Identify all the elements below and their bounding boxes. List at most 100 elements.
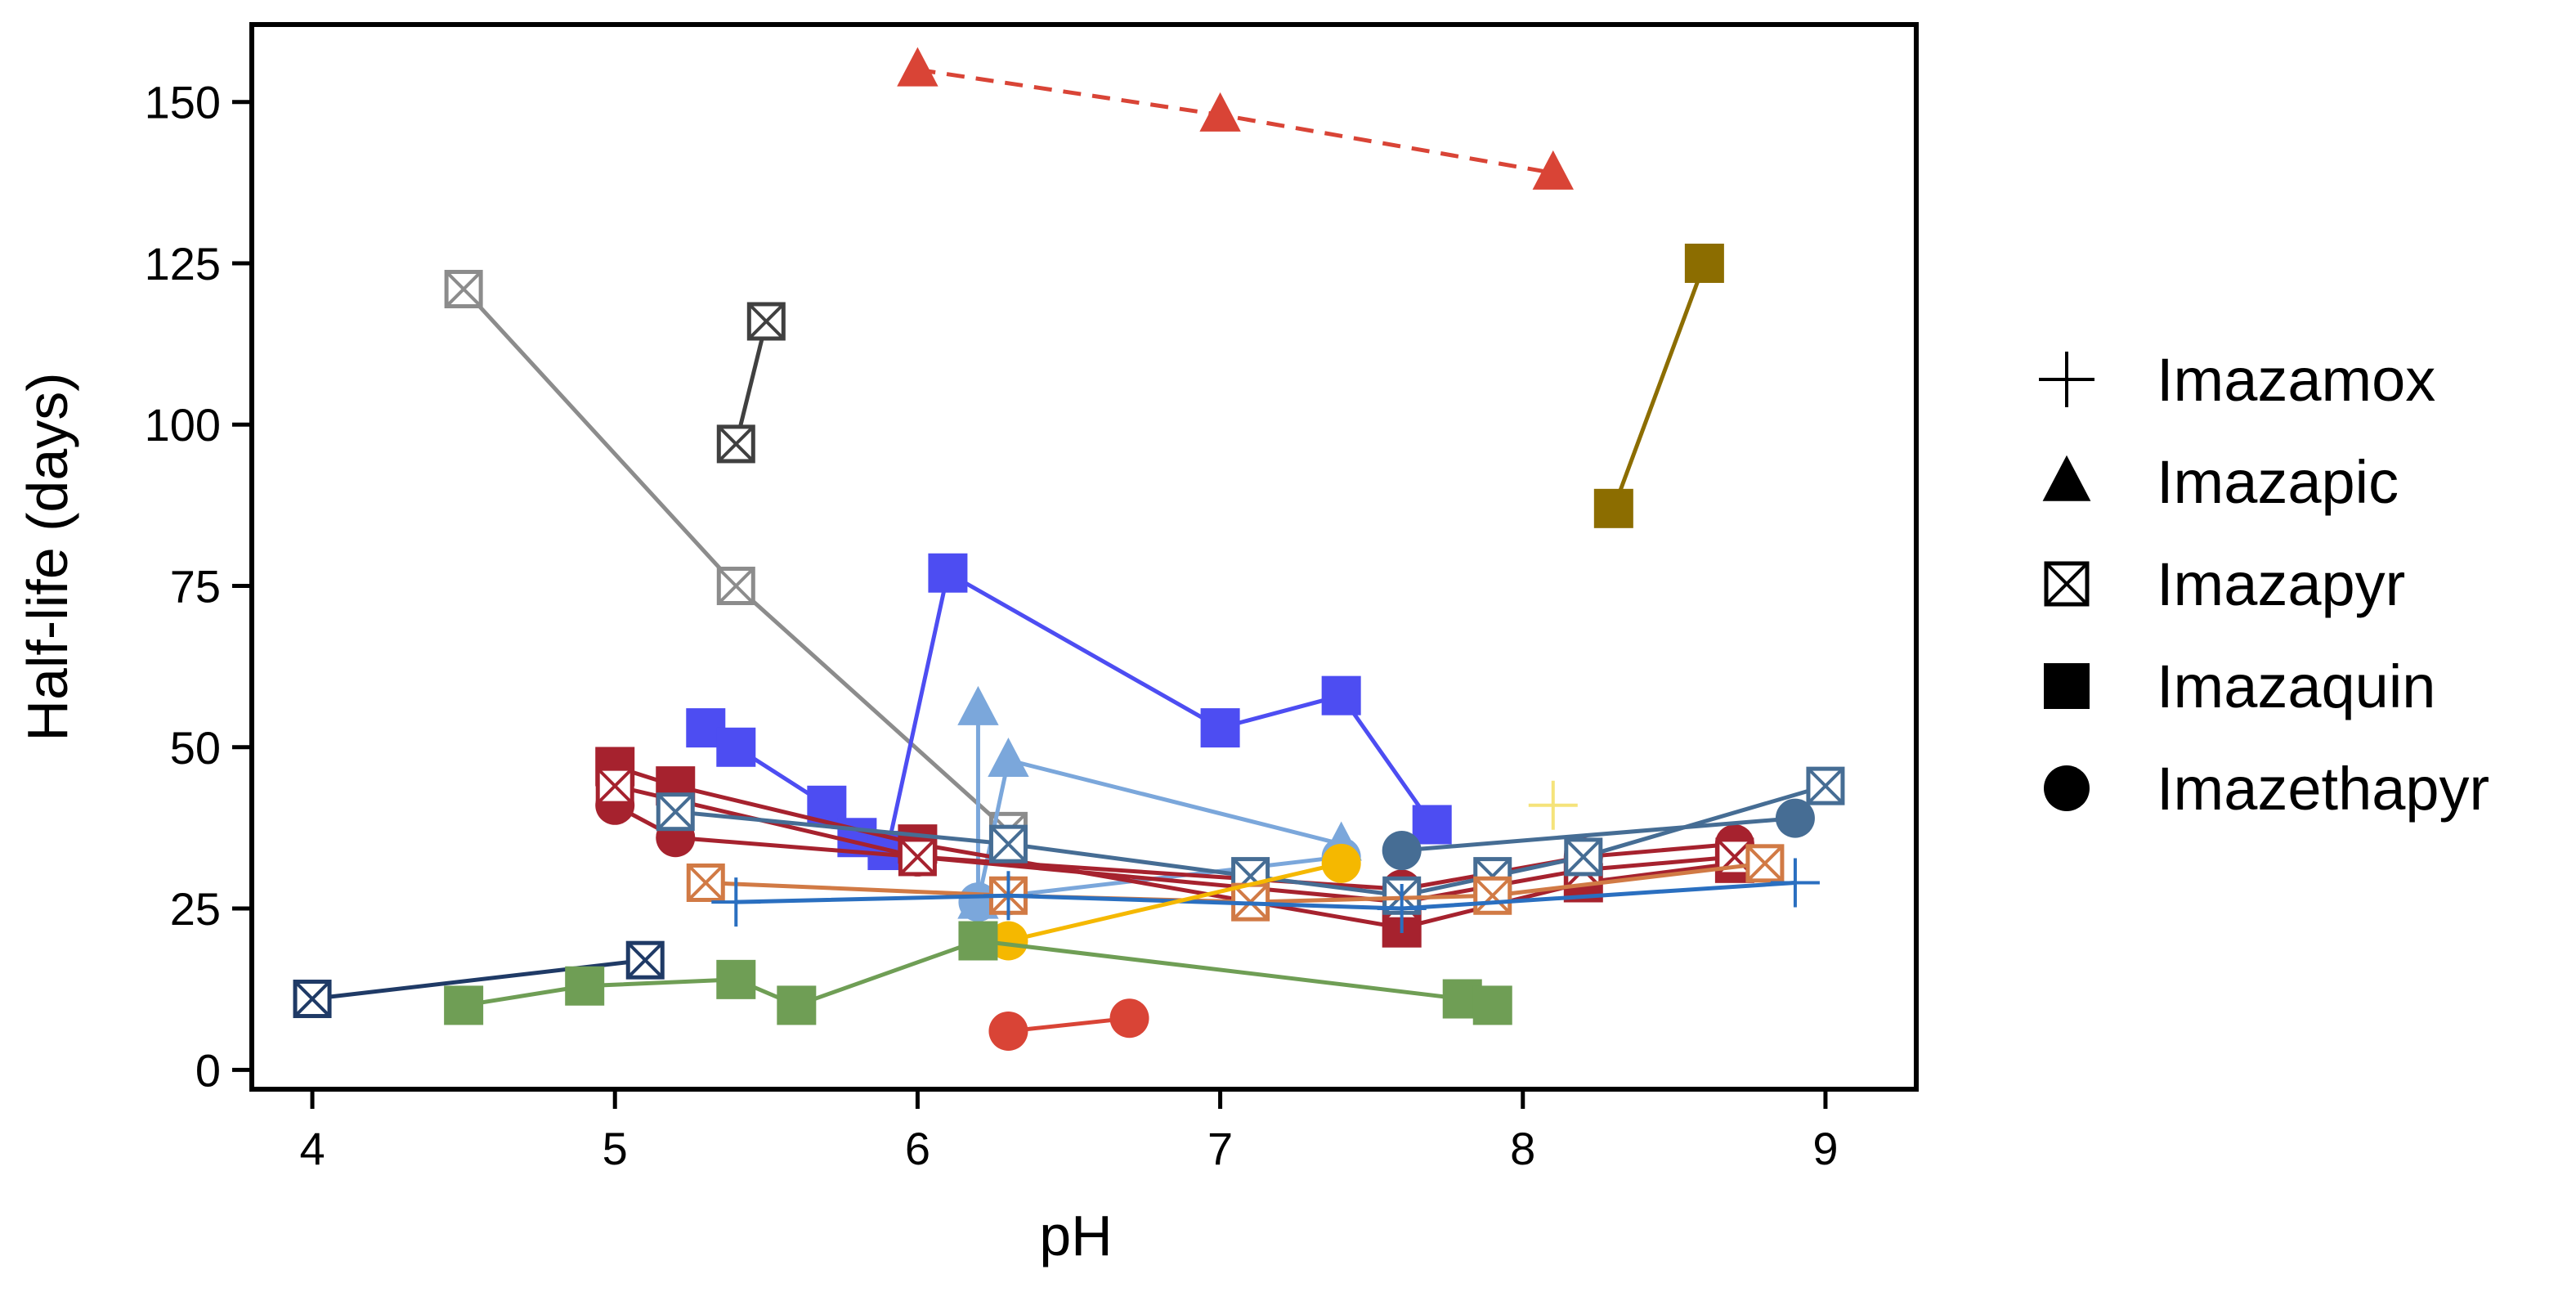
- series-line: [733, 321, 768, 445]
- data-point: [565, 966, 605, 1006]
- marker-circle: [988, 921, 1028, 961]
- marker-square: [1593, 488, 1633, 528]
- series-0: [897, 47, 1574, 190]
- series-18: [988, 998, 1149, 1051]
- data-point: [1473, 876, 1512, 915]
- series-15: [988, 843, 1361, 961]
- marker-circle: [2044, 765, 2090, 811]
- x-tick-label: 6: [905, 1123, 930, 1174]
- data-point: [1770, 858, 1820, 908]
- data-point: [988, 824, 1028, 864]
- data-point: [716, 959, 756, 999]
- marker-square: [716, 959, 756, 999]
- legend-marker: [2044, 561, 2090, 607]
- y-tick-label: 25: [170, 883, 221, 935]
- marker-x-line: [747, 303, 785, 340]
- data-point: [656, 792, 695, 832]
- data-point: [898, 837, 937, 877]
- x-tick-label: 5: [603, 1123, 628, 1174]
- marker-triangle: [1532, 150, 1574, 190]
- legend-item: Imazapyr: [2044, 550, 2405, 618]
- series-17: [444, 921, 1512, 1025]
- y-tick-label: 125: [145, 238, 221, 289]
- marker-square: [1684, 243, 1724, 283]
- data-point: [928, 553, 968, 593]
- y-tick-label: 50: [170, 722, 221, 774]
- legend-label: Imazaquin: [2157, 653, 2435, 720]
- data-point: [686, 863, 725, 902]
- legend-item: Imazapic: [2042, 448, 2399, 516]
- marker-circle: [988, 1011, 1028, 1051]
- marker-x-line: [2045, 562, 2089, 606]
- series-2: [444, 270, 1028, 850]
- marker-square: [1412, 805, 1452, 845]
- marker-triangle: [897, 47, 939, 87]
- x-tick-label: 8: [1510, 1123, 1535, 1174]
- marker-circle: [1775, 798, 1815, 838]
- data-point: [595, 766, 634, 805]
- series-13: [711, 858, 1820, 934]
- data-point: [1472, 985, 1512, 1025]
- marker-x-line: [687, 864, 724, 901]
- y-tick-label: 0: [195, 1044, 221, 1096]
- legend-marker: [2044, 765, 2090, 811]
- data-point: [1377, 884, 1427, 934]
- data-point: [988, 921, 1028, 961]
- axes-layer: 4 5 6 7 8 9 0 25 50 75 100 125 150: [145, 77, 1839, 1174]
- legend-item: Imazethapyr: [2044, 755, 2489, 823]
- series-16: [293, 940, 665, 1019]
- marker-x-line: [1807, 767, 1844, 805]
- series-layer: [293, 47, 1845, 1051]
- series-line: [736, 880, 1796, 911]
- marker-circle: [1382, 831, 1422, 871]
- data-point: [716, 567, 755, 606]
- data-point: [293, 980, 332, 1019]
- legend-marker: [2039, 352, 2094, 407]
- marker-x-line: [445, 271, 482, 307]
- data-point: [1564, 837, 1603, 877]
- data-point: [1412, 805, 1452, 845]
- data-point: [1775, 798, 1815, 838]
- marker-circle: [1321, 843, 1361, 883]
- x-tick-label: 4: [299, 1123, 325, 1174]
- data-point: [1199, 92, 1241, 132]
- data-point: [988, 1011, 1028, 1051]
- marker-square: [1200, 708, 1240, 748]
- series-line: [1401, 816, 1796, 853]
- data-point: [777, 985, 817, 1025]
- data-point: [958, 921, 998, 961]
- data-point: [625, 940, 665, 980]
- legend-label: Imazapic: [2157, 448, 2399, 516]
- plot-frame: [249, 22, 1919, 1092]
- data-point: [1109, 998, 1149, 1039]
- legend-marker: [2042, 455, 2091, 501]
- marker-x-line: [1565, 838, 1602, 876]
- data-point: [897, 47, 939, 87]
- marker-square: [1321, 675, 1361, 716]
- data-point: [957, 685, 999, 725]
- data-point: [988, 737, 1029, 777]
- legend-item: Imazaquin: [2044, 653, 2435, 720]
- marker-triangle: [2042, 455, 2091, 501]
- marker-square: [928, 553, 968, 593]
- marker-square: [565, 966, 605, 1006]
- data-point: [1806, 766, 1845, 805]
- marker-x-line: [293, 980, 331, 1017]
- data-point: [1745, 844, 1785, 883]
- marker-square: [2044, 663, 2090, 709]
- y-tick-label: 100: [145, 399, 221, 451]
- series-11: [1382, 798, 1815, 871]
- marker-x-line: [626, 941, 664, 979]
- data-point: [1684, 243, 1724, 283]
- series-1: [1593, 243, 1724, 528]
- series-14: [1528, 780, 1578, 830]
- data-point: [716, 424, 755, 464]
- legend-marker: [2044, 663, 2090, 709]
- marker-x-line: [596, 767, 634, 805]
- marker-circle: [1109, 998, 1149, 1039]
- marker-x-line: [717, 567, 755, 604]
- marker-x-line: [898, 838, 936, 876]
- x-tick-label: 7: [1207, 1123, 1233, 1174]
- marker-square: [1472, 985, 1512, 1025]
